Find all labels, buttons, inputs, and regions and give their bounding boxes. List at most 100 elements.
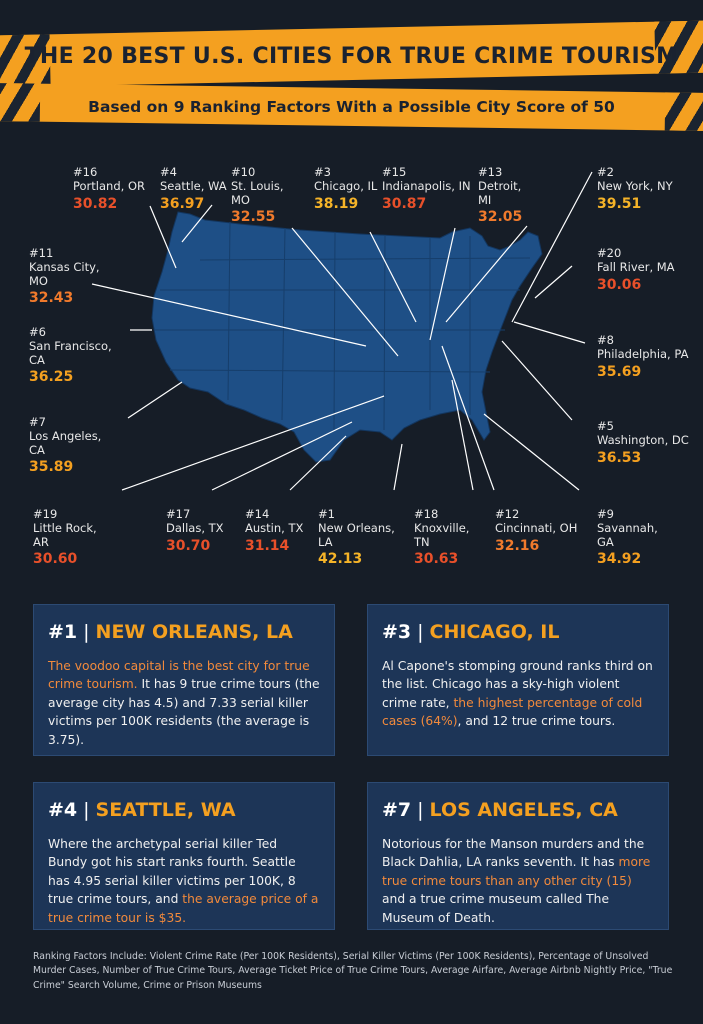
- card-city: CHICAGO, IL: [429, 621, 560, 643]
- city-label: #16 Portland, OR 30.82: [73, 165, 153, 212]
- city-label: #17 Dallas, TX 30.70: [166, 507, 226, 554]
- card-text: and a true crime museum called The Museu…: [382, 892, 610, 925]
- city-name: Washington, DC: [597, 432, 689, 447]
- city-score: 32.05: [478, 209, 523, 226]
- city-rank: #20: [597, 246, 622, 260]
- card-text: Notorious for the Manson murders and the…: [382, 837, 645, 870]
- city-rank: #8: [597, 333, 614, 347]
- city-label: #4 Seattle, WA 36.97: [160, 165, 240, 212]
- city-rank: #1: [318, 507, 335, 521]
- card-separator: |: [83, 799, 90, 821]
- card-text: , and 12 true crime tours.: [457, 714, 616, 729]
- city-score: 31.14: [245, 537, 290, 554]
- city-name: New York, NY: [597, 178, 673, 193]
- card-seattle: #4 | SEATTLE, WA Where the archetypal seri…: [33, 782, 335, 930]
- city-label: #11 Kansas City, MO 32.43: [29, 246, 114, 307]
- city-label: #10 St. Louis, MO 32.55: [231, 165, 301, 226]
- city-name: Indianapolis, IN: [382, 178, 471, 193]
- city-label: #3 Chicago, IL 38.19: [314, 165, 384, 212]
- city-rank: #18: [414, 507, 439, 521]
- city-rank: #12: [495, 507, 520, 521]
- city-rank: #10: [231, 165, 256, 179]
- city-score: 30.70: [166, 537, 211, 554]
- city-name: Fall River, MA: [597, 259, 675, 274]
- card-description: The voodoo capital is the best city for …: [48, 657, 320, 749]
- city-name: Los Angeles, CA: [29, 428, 102, 457]
- city-label: #5 Washington, DC 36.53: [597, 419, 697, 466]
- city-label: #19 Little Rock, AR 30.60: [33, 507, 113, 568]
- city-score: 32.55: [231, 209, 276, 226]
- card-highlight: the highest percentage of cold cases (64…: [382, 695, 643, 729]
- page-title: THE 20 BEST U.S. CITIES FOR TRUE CRIME T…: [24, 44, 679, 69]
- city-score: 42.13: [318, 551, 363, 568]
- city-score: 35.89: [29, 459, 74, 476]
- city-rank: #5: [597, 419, 614, 433]
- city-name: Little Rock, AR: [33, 520, 97, 549]
- city-name: San Francisco, CA: [29, 338, 112, 367]
- card-rank: #4: [48, 799, 78, 821]
- city-rank: #6: [29, 325, 46, 339]
- card-city: NEW ORLEANS, LA: [95, 621, 293, 643]
- city-label: #13 Detroit, MI 32.05: [478, 165, 538, 226]
- card-text: It has 9 true crime tours (the average c…: [48, 677, 320, 747]
- city-name: Savannah, GA: [597, 520, 658, 549]
- city-score: 30.06: [597, 276, 642, 293]
- card-separator: |: [417, 621, 424, 643]
- city-name: Cincinnati, OH: [495, 520, 578, 535]
- city-name: Chicago, IL: [314, 178, 378, 193]
- city-rank: #15: [382, 165, 407, 179]
- city-name: Kansas City, MO: [29, 259, 100, 288]
- card-heading: #3 | CHICAGO, IL: [382, 621, 654, 643]
- card-highlight: the average price of a true crime tour i…: [48, 892, 319, 925]
- city-label: #7 Los Angeles, CA 35.89: [29, 415, 119, 476]
- card-new-orleans: #1 | NEW ORLEANS, LA The voodoo capital is…: [33, 604, 335, 756]
- city-name: Portland, OR: [73, 178, 145, 193]
- city-rank: #7: [29, 415, 46, 429]
- city-score: 30.63: [414, 551, 459, 568]
- city-label: #20 Fall River, MA 30.06: [597, 246, 692, 293]
- city-label: #9 Savannah, GA 34.92: [597, 507, 677, 568]
- card-description: Al Capone's stomping ground ranks third …: [382, 657, 654, 731]
- city-rank: #4: [160, 165, 177, 179]
- city-label: #12 Cincinnati, OH 32.16: [495, 507, 585, 554]
- city-score: 39.51: [597, 195, 642, 212]
- card-description: Where the archetypal serial killer Ted B…: [48, 835, 320, 927]
- city-name: Austin, TX: [245, 520, 304, 535]
- city-rank: #14: [245, 507, 270, 521]
- page-subtitle: Based on 9 Ranking Factors With a Possib…: [88, 98, 615, 116]
- city-label: #14 Austin, TX 31.14: [245, 507, 305, 554]
- city-score: 36.97: [160, 195, 205, 212]
- state-borders: [155, 221, 531, 431]
- city-label: #15 Indianapolis, IN 30.87: [382, 165, 472, 212]
- city-name: New Orleans, LA: [318, 520, 395, 549]
- city-rank: #3: [314, 165, 331, 179]
- card-highlight: more true crime tours than any other cit…: [382, 855, 651, 888]
- city-name: Seattle, WA: [160, 178, 227, 193]
- city-name: Dallas, TX: [166, 520, 224, 535]
- card-rank: #1: [48, 621, 78, 643]
- card-separator: |: [417, 799, 424, 821]
- city-label: #18 Knoxville, TN 30.63: [414, 507, 486, 568]
- city-score: 32.16: [495, 537, 540, 554]
- city-name: St. Louis, MO: [231, 178, 284, 207]
- card-heading: #4 | SEATTLE, WA: [48, 799, 320, 821]
- city-rank: #16: [73, 165, 98, 179]
- city-score: 36.25: [29, 369, 74, 386]
- ranking-factors-footnote: Ranking Factors Include: Violent Crime R…: [33, 951, 673, 991]
- city-rank: #17: [166, 507, 191, 521]
- city-score: 38.19: [314, 195, 359, 212]
- city-score: 32.43: [29, 290, 74, 307]
- city-score: 30.87: [382, 195, 427, 212]
- city-label: #2 New York, NY 39.51: [597, 165, 692, 212]
- card-heading: #1 | NEW ORLEANS, LA: [48, 621, 320, 643]
- card-los-angeles: #7 | LOS ANGELES, CA Notorious for the Man…: [367, 782, 669, 930]
- card-rank: #3: [382, 621, 412, 643]
- card-heading: #7 | LOS ANGELES, CA: [382, 799, 654, 821]
- card-rank: #7: [382, 799, 412, 821]
- card-description: Notorious for the Manson murders and the…: [382, 835, 654, 927]
- city-score: 30.82: [73, 195, 118, 212]
- city-rank: #19: [33, 507, 58, 521]
- city-name: Knoxville, TN: [414, 520, 470, 549]
- city-score: 34.92: [597, 551, 642, 568]
- city-score: 36.53: [597, 449, 642, 466]
